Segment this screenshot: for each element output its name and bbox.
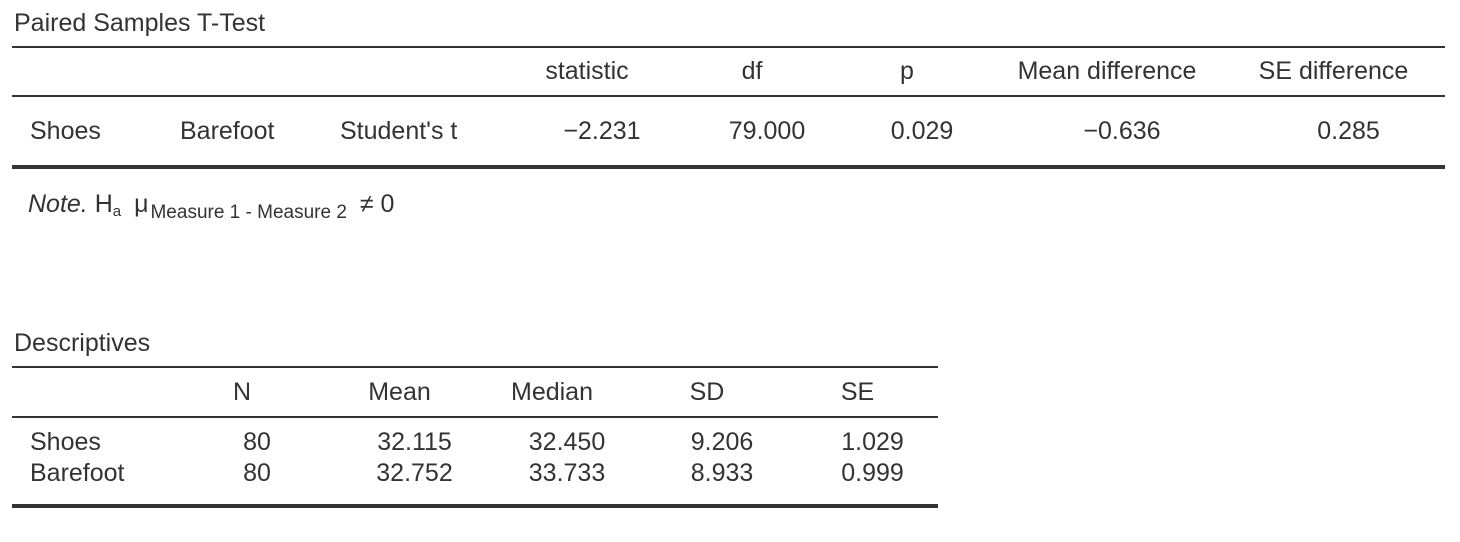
descriptives-title: Descriptives	[14, 329, 151, 357]
cell-median: 33.733	[528, 459, 606, 487]
header-p: p	[900, 57, 914, 85]
alt-hypothesis-symbol: Ha	[94, 190, 122, 220]
header-median: Median	[511, 377, 593, 406]
paired-samples-title: Paired Samples T-Test	[14, 9, 266, 37]
cell-measure1: Shoes	[30, 116, 101, 145]
cell-se-difference: 0.285	[1317, 116, 1380, 145]
header-sd: SD	[689, 377, 725, 406]
cell-mean: 32.752	[376, 459, 453, 487]
header-variable-blank	[12, 367, 152, 417]
mu-symbol: μ	[134, 190, 149, 218]
header-se-difference: SE difference	[1258, 57, 1409, 85]
alt-hypothesis-value: ≠ 0	[359, 190, 395, 218]
header-se: SE	[840, 377, 875, 406]
cell-n: 80	[243, 428, 271, 456]
cell-mean: 32.115	[377, 428, 452, 456]
descriptives-row-barefoot: Barefoot 80 32.752 33.733 8.933 0.999	[12, 459, 938, 506]
note-label: Note.	[28, 190, 88, 218]
cell-statistic: −2.231	[563, 116, 641, 145]
cell-df: 79.000	[728, 116, 806, 145]
header-mean-difference: Mean difference	[1017, 57, 1197, 85]
descriptives-row-shoes: Shoes 80 32.115 32.450 9.206 1.029	[12, 417, 938, 459]
cell-sd: 8.933	[690, 459, 754, 487]
mu-subscript: Measure 1 - Measure 2	[150, 202, 347, 223]
header-measure2-blank	[162, 47, 322, 96]
note: Note. Ha μ Measure 1 - Measure 2 ≠ 0	[28, 189, 1460, 228]
cell-measure2: Barefoot	[180, 116, 275, 145]
paired-header-row: statistic df p Mean difference SE differ…	[12, 47, 1445, 96]
descriptives-section[interactable]: Descriptives N Mean Median SD SE Shoes	[12, 328, 1460, 508]
header-df: df	[741, 57, 763, 85]
descriptives-header-row: N Mean Median SD SE	[12, 367, 938, 417]
cell-variable: Shoes	[30, 428, 101, 456]
results-panel: Paired Samples T-Test statistic df p Mea…	[12, 8, 1460, 508]
header-n: N	[232, 377, 252, 406]
header-mean: Mean	[368, 377, 431, 406]
cell-median: 32.450	[528, 428, 606, 456]
descriptives-table[interactable]: N Mean Median SD SE Shoes 80 32.115 32.4…	[12, 366, 938, 508]
h-subscript: a	[112, 203, 122, 220]
paired-samples-table[interactable]: statistic df p Mean difference SE differ…	[12, 46, 1445, 169]
header-statistic: statistic	[545, 57, 629, 85]
header-test-blank	[322, 47, 492, 96]
cell-p: 0.029	[890, 116, 954, 145]
cell-n: 80	[243, 459, 271, 487]
cell-variable: Barefoot	[30, 459, 125, 487]
cell-mean-difference: −0.636	[1083, 116, 1161, 145]
cell-se: 0.999	[841, 459, 904, 487]
paired-data-row: Shoes Barefoot Student's t −2.231 79.000…	[12, 96, 1445, 167]
paired-samples-section[interactable]: Paired Samples T-Test statistic df p Mea…	[12, 8, 1460, 228]
cell-se: 1.029	[841, 428, 904, 456]
cell-test-type: Student's t	[340, 116, 458, 145]
header-measure1-blank	[12, 47, 162, 96]
cell-sd: 9.206	[690, 428, 754, 456]
